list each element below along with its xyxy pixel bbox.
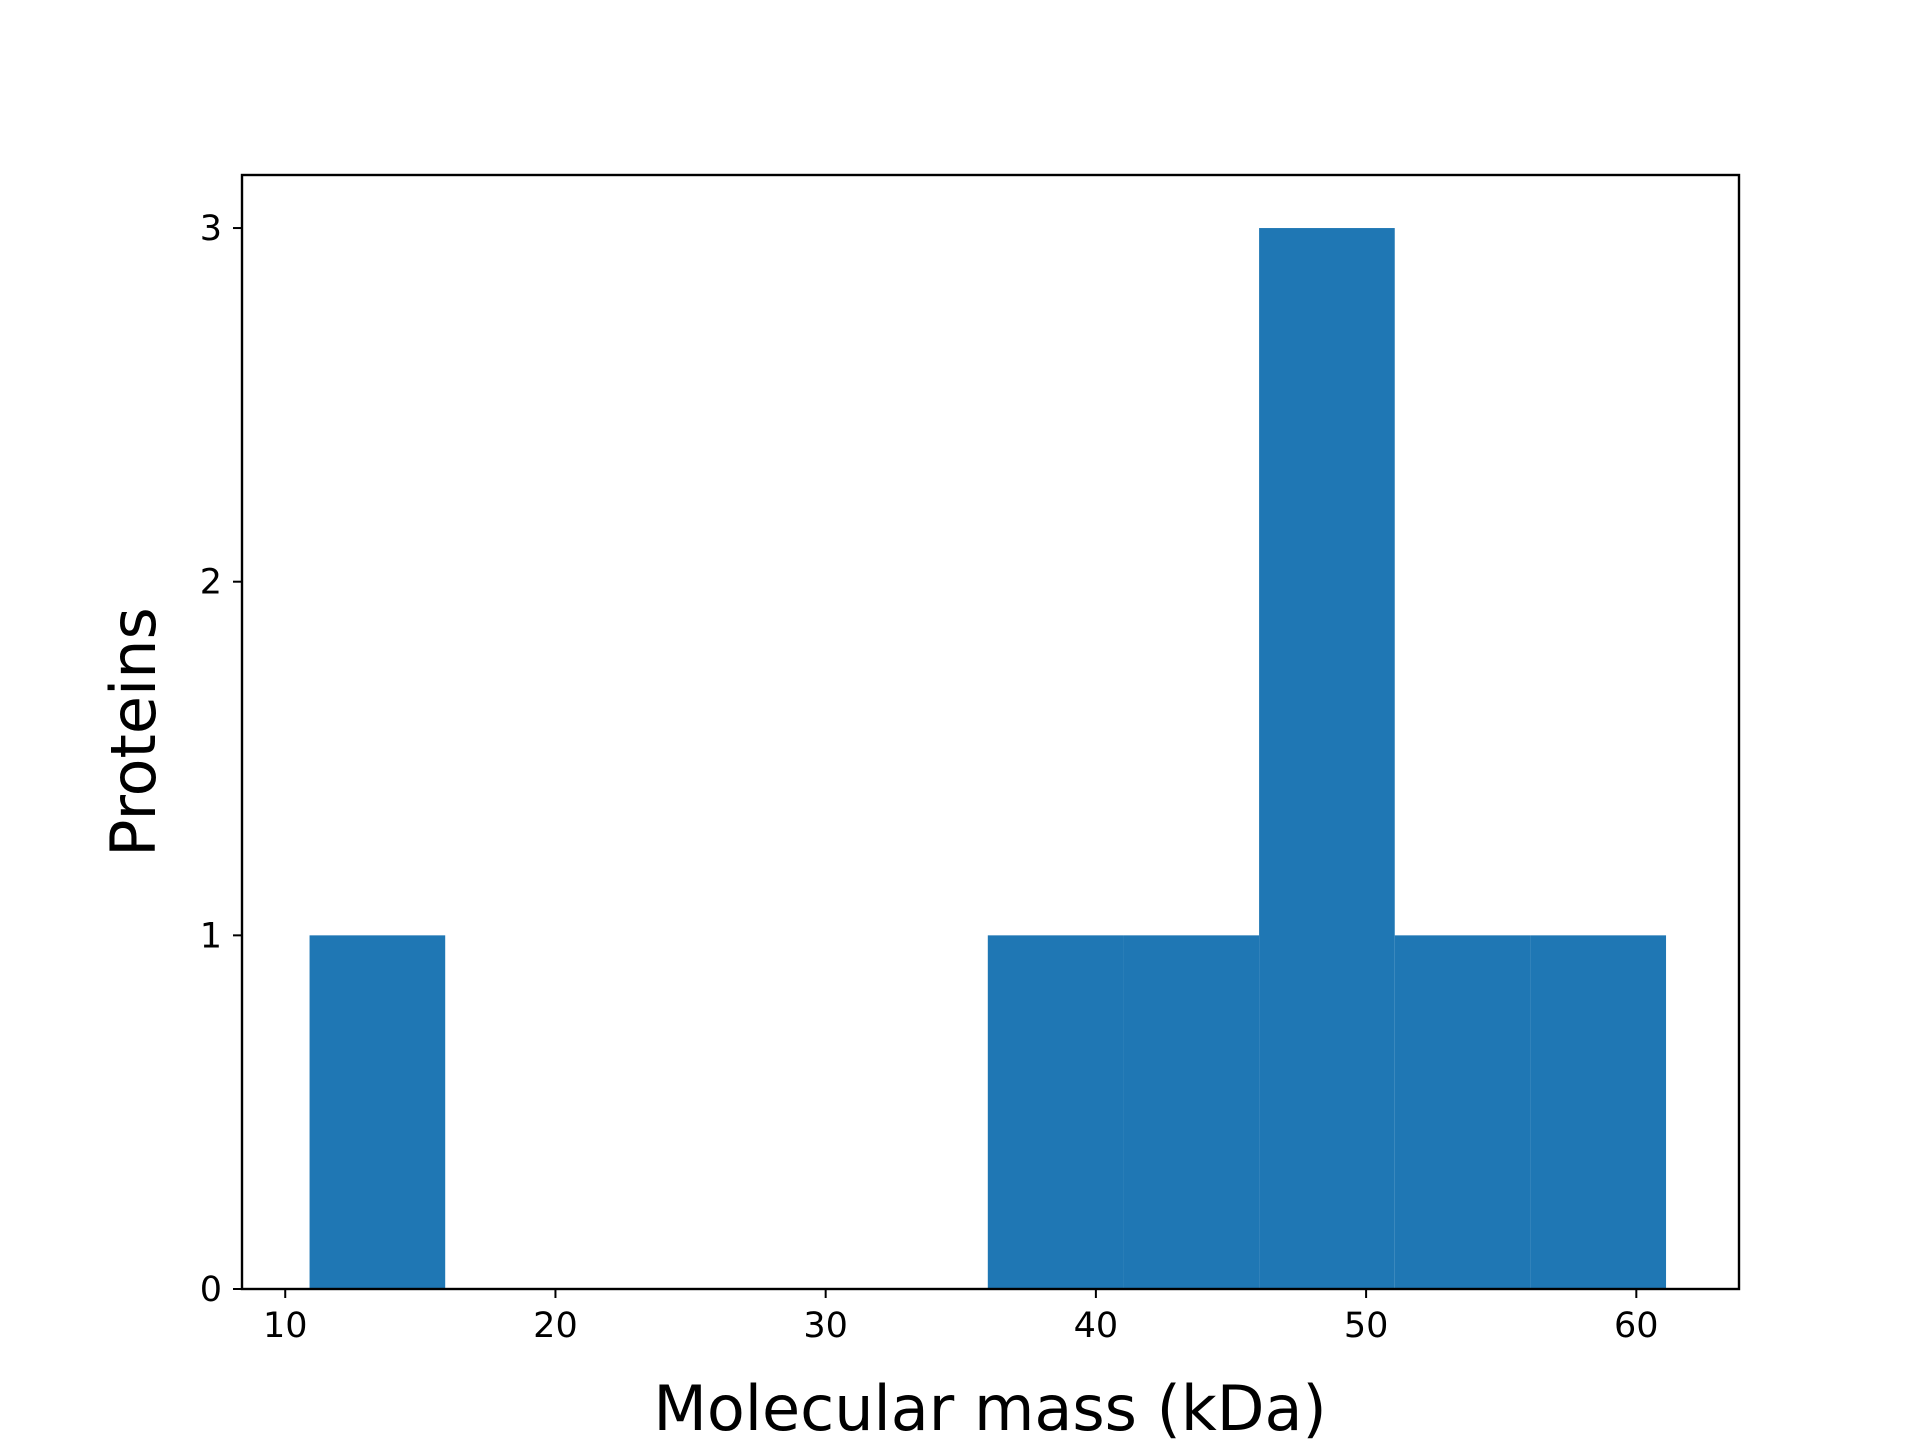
x-tick-label: 10 [263,1306,308,1346]
x-axis-label: Molecular mass (kDa) [653,1372,1326,1440]
histogram-bars [309,228,1667,1290]
x-tick-label: 20 [533,1306,578,1346]
x-tick-label: 40 [1074,1306,1119,1346]
y-tick-label: 2 [200,563,222,603]
histogram-bar [1259,228,1395,1290]
x-tick-label: 30 [803,1306,848,1346]
plot-area-frame [240,173,1741,1291]
y-tick-label: 3 [200,209,222,249]
y-tick-label: 0 [200,1270,222,1310]
y-tick-label: 1 [200,916,222,956]
histogram-bar [309,935,446,1289]
histogram-bar [1394,935,1531,1289]
x-tick-label: 60 [1614,1306,1659,1346]
y-axis-label: Proteins [97,607,170,857]
histogram-bar [987,935,1124,1289]
x-axis-ticks: 10 20 30 40 50 60 [263,1289,1659,1346]
y-axis-ticks: 0 1 2 3 [200,209,242,1310]
histogram-bar [1530,935,1667,1289]
x-tick-label: 50 [1344,1306,1389,1346]
histogram-bar [1123,935,1260,1289]
